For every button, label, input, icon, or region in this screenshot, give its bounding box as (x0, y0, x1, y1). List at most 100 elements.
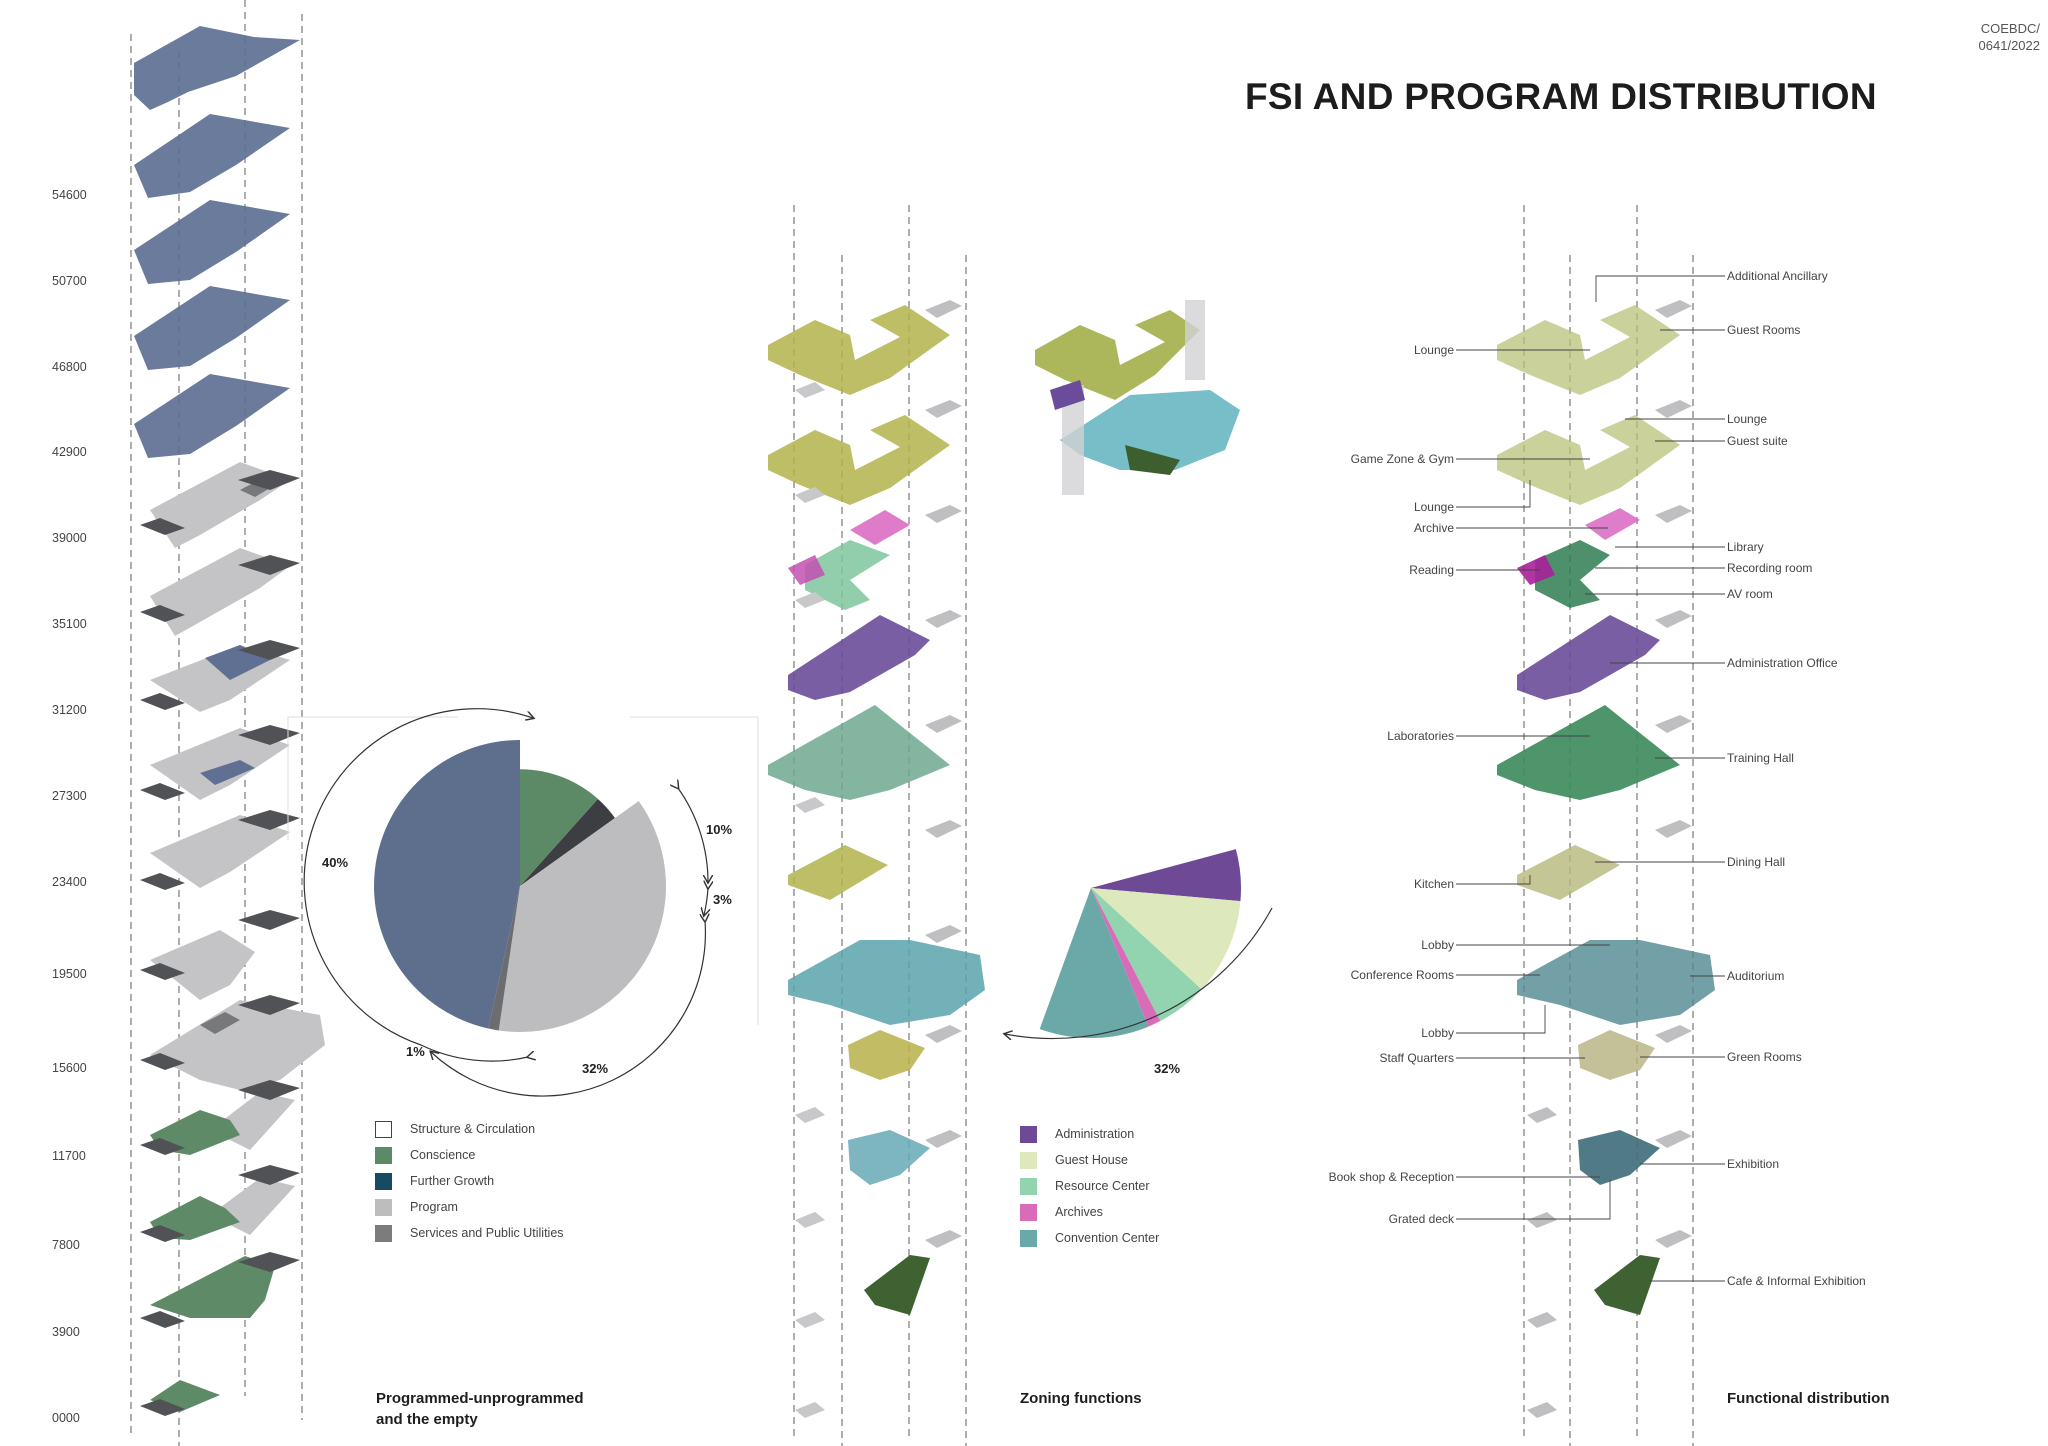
elevation-label: 19500 (52, 967, 87, 981)
library-block (1535, 540, 1610, 608)
legend-1: Structure & Circulation Conscience Furth… (375, 1116, 564, 1246)
pie2-slices (1039, 849, 1241, 1038)
pie1-arc-32 (431, 921, 705, 1097)
legend-swatch (1020, 1151, 1037, 1169)
archives-blocks (788, 510, 910, 585)
label-cafe-informal-exhibition: Cafe & Informal Exhibition (1727, 1274, 1866, 1288)
label-lounge-lower: Lounge (1413, 500, 1454, 514)
label-administration-office: Administration Office (1727, 656, 1838, 670)
label-reading: Reading (1409, 563, 1454, 577)
pie2-slice-convention-center (1039, 888, 1149, 1038)
elevation-label: 23400 (52, 875, 87, 889)
section3-title: Functional distribution (1727, 1390, 1890, 1407)
stair-blocks-left (795, 382, 825, 1418)
legend-2-label: Administration (1055, 1127, 1135, 1141)
legend-swatch (1020, 1125, 1037, 1143)
drawing-code-line1: COEBDC/ (1980, 21, 2040, 36)
pie1-label-blue: 40% (322, 855, 349, 870)
leader-lines (1456, 275, 1725, 1282)
label-laboratories: Laboratories (1387, 729, 1454, 743)
legend-swatch (375, 1224, 392, 1242)
dining-hall-block (1517, 845, 1620, 900)
legend-2-label: Guest House (1055, 1153, 1128, 1167)
section1-title-line1: Programmed-unprogrammed (376, 1390, 584, 1407)
administration-office-block (1517, 615, 1660, 700)
label-library: Library (1727, 540, 1764, 554)
legend-swatch (375, 1120, 392, 1138)
elevation-label: 7800 (52, 1238, 80, 1252)
label-kitchen: Kitchen (1413, 877, 1454, 891)
pie1-slices (373, 740, 666, 1032)
elevation-label: 27300 (52, 789, 87, 803)
elevation-label: 3900 (52, 1325, 80, 1339)
pie-chart-2 (1005, 849, 1273, 1039)
legend-1-item: Services and Public Utilities (375, 1220, 564, 1246)
stair-blocks-right (925, 300, 962, 1248)
composite-building (1035, 300, 1240, 495)
label-dining-hall: Dining Hall (1727, 855, 1786, 869)
pie2-arc (1005, 907, 1273, 1039)
label-recording-room: Recording room (1727, 561, 1813, 575)
label-lobby-upper: Lobby (1421, 938, 1454, 952)
legend-swatch (1020, 1177, 1037, 1195)
legend-1-item: Conscience (375, 1142, 564, 1168)
legend-swatch (1020, 1203, 1037, 1221)
section3-functional-stack (1497, 300, 1715, 1418)
elevation-label: 15600 (52, 1061, 87, 1075)
pie1-label-small: 1% (406, 1044, 425, 1059)
legend-1-item: Program (375, 1194, 564, 1220)
pie2-label: 32% (1154, 1061, 1181, 1076)
label-grated-deck: Grated deck (1388, 1212, 1454, 1226)
pie2-slice-archives (1091, 888, 1161, 1027)
cafe-exhibition-block (1594, 1255, 1660, 1315)
legend-2-label: Resource Center (1055, 1179, 1150, 1193)
legend-1-item: Further Growth (375, 1168, 564, 1194)
elevation-label: 42900 (52, 445, 87, 459)
exhibition-block (1578, 1130, 1660, 1185)
drawing-code-line2: 0641/2022 (1978, 38, 2040, 53)
pie2-slice-resource-center (1091, 888, 1202, 1022)
label-training-hall: Training Hall (1727, 751, 1794, 765)
legend-2-item: Archives (1020, 1199, 1159, 1225)
legend-1-item: Structure & Circulation (375, 1116, 564, 1142)
grey-floor-plates (150, 462, 325, 1235)
drawing-code: COEBDC/ 0641/2022 (1979, 20, 2040, 54)
administration-blocks (788, 615, 930, 700)
label-av-room: AV room (1727, 587, 1773, 601)
blue-floor-plates (134, 26, 300, 458)
elevation-label: 35100 (52, 617, 87, 631)
legend-2-item: Convention Center (1020, 1225, 1159, 1251)
legend-swatch (375, 1198, 392, 1216)
label-guest-rooms: Guest Rooms (1727, 323, 1801, 337)
label-archive: Archive (1413, 521, 1454, 535)
label-conference-rooms: Conference Rooms (1350, 968, 1454, 982)
elevation-label: 46800 (52, 360, 87, 374)
legend-1-label: Structure & Circulation (410, 1122, 536, 1136)
section2-title: Zoning functions (1020, 1390, 1142, 1407)
label-game-zone-gym: Game Zone & Gym (1350, 452, 1454, 466)
staff-quarters-block (1578, 1030, 1655, 1080)
legend-2-label: Archives (1055, 1205, 1103, 1219)
pie1-label-green: 10% (706, 822, 733, 837)
section1-title-line2: and the empty (376, 1411, 478, 1428)
guest-rooms-block (1497, 305, 1680, 395)
resource-center-blocks (768, 540, 950, 800)
section2-zoning-stack (768, 300, 1240, 1418)
legend-2-item: Administration (1020, 1121, 1159, 1147)
legend-2-item: Guest House (1020, 1147, 1159, 1173)
legend-1-label: Program (410, 1200, 458, 1214)
cafe-block (864, 1255, 930, 1315)
archive-block (1585, 508, 1640, 540)
legend-2-label: Convention Center (1055, 1231, 1160, 1245)
pie2-slice-administration (1091, 849, 1241, 902)
auditorium-block (1517, 940, 1715, 1025)
pie1-arc-40 (303, 708, 533, 1046)
label-exhibition: Exhibition (1727, 1157, 1780, 1171)
section1-floor-stack (134, 26, 325, 1416)
elevation-label: 31200 (52, 703, 87, 717)
pie2-slice-guest-house (1091, 888, 1241, 990)
label-additional-ancillary: Additional Ancillary (1727, 269, 1828, 283)
legend-swatch (375, 1172, 392, 1190)
legend-2-item: Resource Center (1020, 1173, 1159, 1199)
